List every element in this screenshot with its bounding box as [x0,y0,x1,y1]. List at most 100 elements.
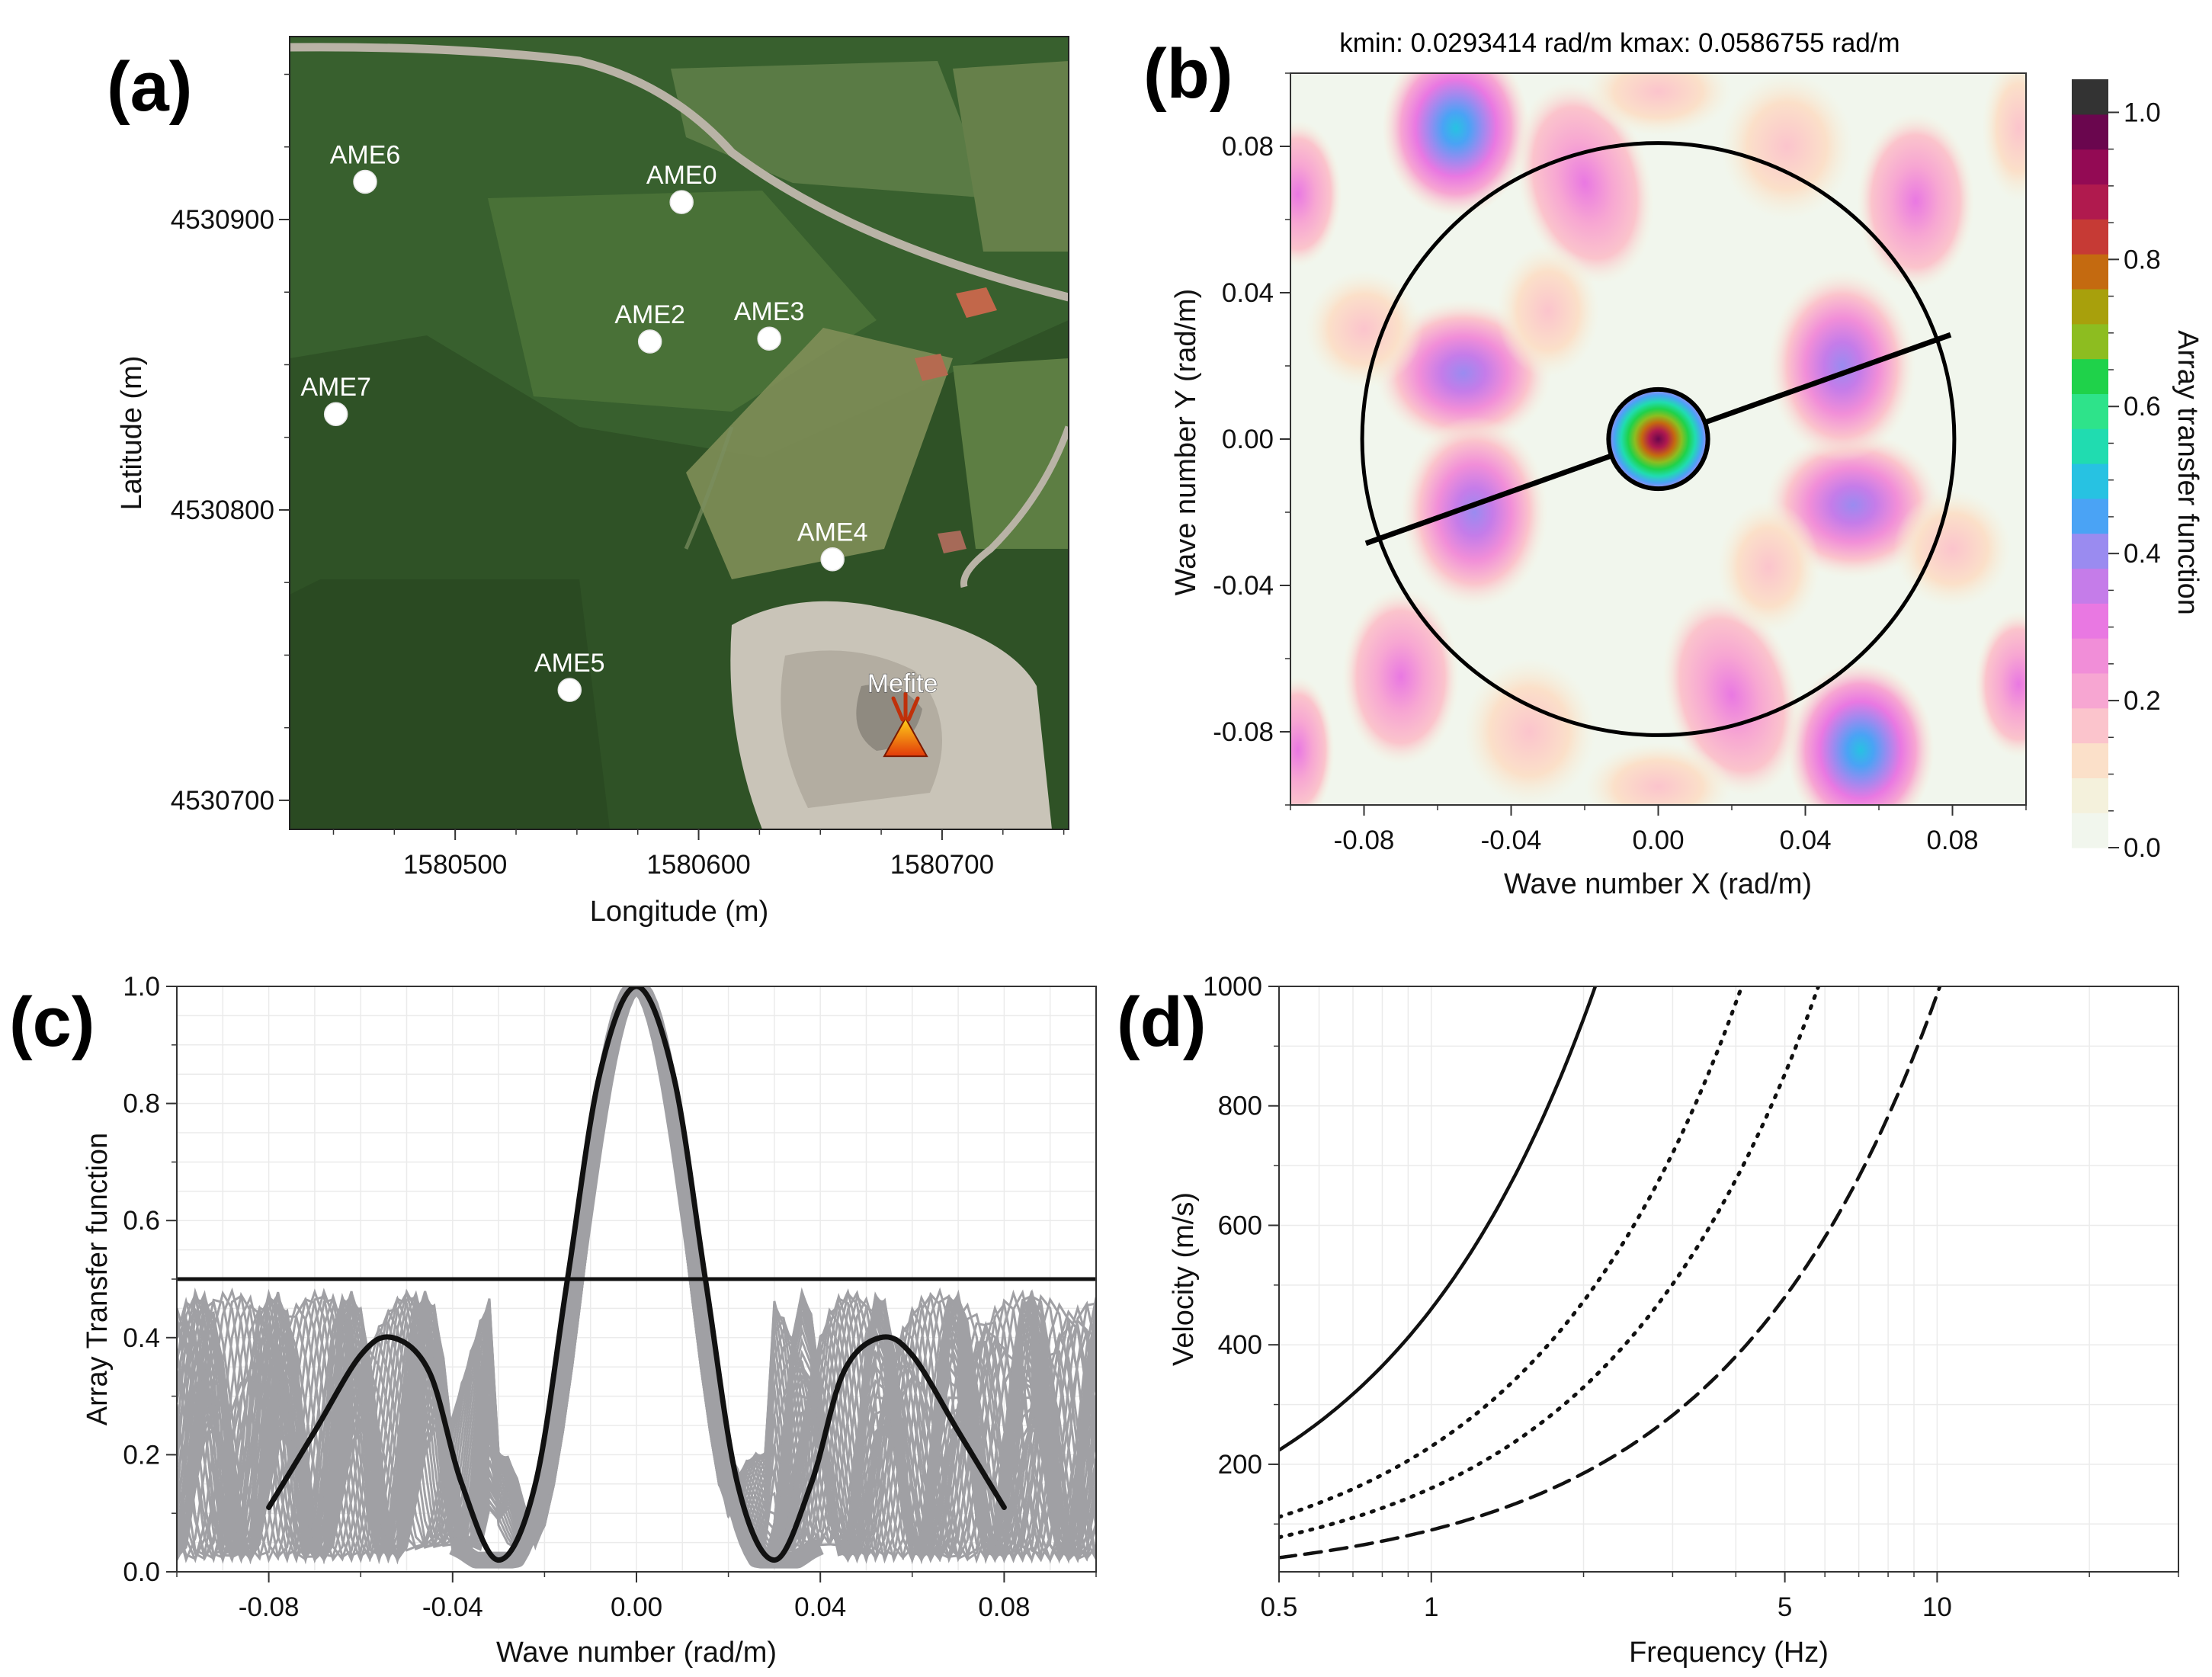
x-axis-label-a: Longitude (m) [590,896,768,928]
panel-label-c: (c) [9,983,95,1061]
highlighted-curve [177,986,1096,1563]
profile-line [1704,332,1952,425]
x-axis-b: -0.08 -0.04 0.00 0.04 0.08 [1290,805,2027,855]
x-axis-a: 1580500 1580600 1580700 [332,829,1065,880]
x-tick-label-a: 1580700 [890,850,994,880]
station-label: AME6 [330,140,401,169]
y-tick-label-d: 1000 [1203,972,1262,1002]
colorbar-tick-label: 0.2 [2124,686,2161,716]
colorbar-level [2072,184,2108,220]
y-tick-label-a: 4530700 [171,786,274,816]
y-tick-label-c: 0.8 [123,1089,160,1119]
station-marker [669,190,694,214]
y-tick-label-c: 0.0 [123,1557,160,1587]
y-tick-label-d: 200 [1218,1450,1262,1480]
x-tick-label-b: 0.04 [1779,826,1831,855]
colorbar-level [2072,114,2108,150]
volcano-icon [883,717,928,758]
colorbar-level [2072,288,2108,325]
y-axis-a: 4530700 4530800 4530900 [171,73,290,816]
y-axis-label-b: Wave number Y (rad/m) [1170,289,1202,596]
colorbar-level [2072,707,2108,744]
velocity-curve-solid [1279,986,1598,1452]
gray-curve [177,986,1096,1563]
x-tick-label-d: 1 [1424,1592,1438,1622]
x-axis-label-b: Wave number X (rad/m) [1504,868,1812,900]
x-tick-label-a: 1580500 [403,850,507,880]
y-axis-label-c: Array Transfer function [82,1133,114,1425]
colorbar-tick-label: 0.6 [2124,392,2161,422]
side-lobe [1857,113,1975,290]
colorbar-level [2072,533,2108,569]
y-tick-label-a: 4530900 [171,205,274,235]
x-tick-label-c: -0.04 [422,1592,483,1622]
gray-direction-curves [177,986,1096,1569]
y-tick-label-c: 1.0 [123,972,160,1002]
station-label: AME7 [300,373,371,402]
gray-curve [177,986,1096,1563]
station-markers: AME6 AME0 AME2 AME3 AME7 AME4 AME5 [300,140,868,702]
velocity-curves [1279,986,1942,1560]
side-lobe [1463,658,1596,805]
side-lobe [1515,82,1654,284]
station-marker [323,402,348,426]
colorbar-level [2072,323,2108,360]
x-tick-label-b: -0.08 [1334,826,1395,855]
gray-curve [177,986,1096,1565]
colorbar-tick-label: 1.0 [2124,98,2161,127]
colorbar-tick-label: 0.4 [2124,539,2161,569]
x-tick-label-d: 5 [1778,1592,1792,1622]
y-axis-label-d: Velocity (m/s) [1168,1192,1200,1366]
side-lobe [1717,501,1820,633]
colorbar-level [2072,672,2108,709]
y-tick-label-b: -0.08 [1213,717,1274,747]
x-axis-label-c: Wave number (rad/m) [496,1637,777,1669]
x-tick-label-c: 0.00 [611,1592,662,1622]
side-lobe [1720,73,1854,220]
y-tick-label-b: -0.04 [1213,571,1274,601]
panel-b-transfer-map: kmin: 0.0293414 rad/m kmax: 0.0586755 ra… [1170,28,2204,900]
y-tick-label-b: 0.04 [1222,278,1274,308]
circles-and-line [1360,141,1957,737]
x-tick-label-a: 1580600 [646,850,750,880]
source-label: Mefite [867,669,938,698]
velocity-curve-dotted-2 [1279,986,1821,1540]
side-lobe [1768,270,1916,462]
gray-curve [177,986,1096,1565]
station-marker [820,547,845,572]
colorbar-level [2072,568,2108,604]
profile-line [1364,453,1613,547]
colorbar-level [2072,358,2108,394]
station-marker [637,329,662,354]
lava-icon [891,691,920,722]
y-axis-label-a: Latitude (m) [116,356,148,511]
panel-label-a: (a) [107,48,192,126]
colorbar-level [2072,813,2108,848]
y-tick-label-d: 600 [1218,1210,1262,1240]
x-tick-label-c: 0.08 [978,1592,1030,1622]
side-lobe [1290,120,1342,268]
colorbar-level [2072,219,2108,255]
x-tick-label-c: 0.04 [794,1592,846,1622]
y-axis-b: 0.08 0.04 0.00 -0.04 -0.08 [1213,72,1290,806]
panel-label-b: (b) [1143,35,1233,113]
mefite-source: Mefite [867,669,938,758]
x-tick-label-d: 10 [1922,1592,1952,1622]
title-b: kmin: 0.0293414 rad/m kmax: 0.0586755 ra… [1339,28,1899,58]
colorbar-tick-label: 0.8 [2124,245,2161,274]
panel-a-map: 1580500 1580600 1580700 453070045308004530… [116,36,1069,928]
y-axis-d: 200 400 600 800 1000 [1203,972,1279,1525]
y-tick-label-c: 0.2 [123,1440,160,1470]
y-axis-c: 0.0 0.2 0.4 0.6 0.8 1.0 [123,972,177,1587]
y-tick-label-c: 0.6 [123,1206,160,1236]
station-marker [557,678,582,702]
gray-curve [177,986,1096,1564]
x-tick-label-b: -0.04 [1481,826,1542,855]
side-lobe [1893,489,2012,608]
colorbar-level [2072,149,2108,185]
x-tick-label-c: -0.08 [239,1592,300,1622]
kmin-circle [1606,386,1710,492]
colorbar-level [2072,393,2108,429]
side-lobe [1400,416,1548,608]
